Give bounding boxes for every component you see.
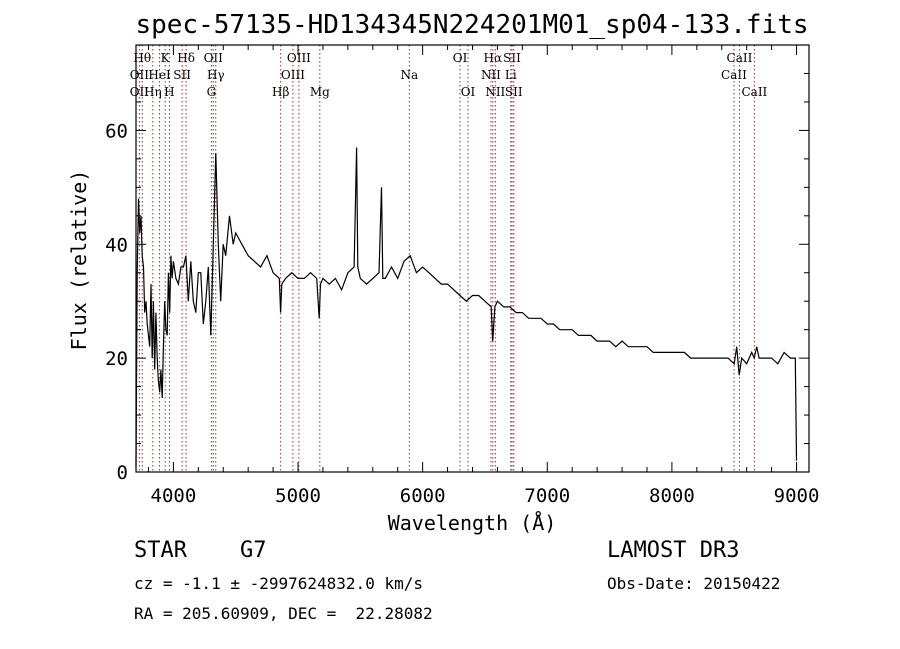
x-tick-label: 6000 [400, 485, 446, 507]
line-label: G [207, 85, 217, 99]
x-tick-label: 7000 [524, 485, 570, 507]
line-label: CaII [741, 85, 767, 99]
line-label: OIII [281, 68, 305, 82]
x-tick-label: 8000 [649, 485, 695, 507]
y-tick-label: 60 [105, 120, 128, 142]
line-label: Hγ [207, 68, 225, 82]
x-tick-label: 5000 [275, 485, 321, 507]
line-label: OI [453, 51, 468, 65]
line-label: Hθ [133, 51, 151, 65]
line-label: Hδ [177, 51, 195, 65]
line-label: SII [503, 51, 521, 65]
line-label: K [161, 51, 171, 65]
survey-name: LAMOST DR3 [607, 538, 740, 563]
line-label: NII [481, 68, 501, 82]
line-label: OII [204, 51, 224, 65]
y-tick-label: 20 [105, 348, 128, 370]
line-label: Hη [144, 85, 162, 99]
coordinates-readout: RA = 205.60909, DEC = 22.28082 [134, 604, 433, 623]
chart-title: spec-57135-HD134345N224201M01_sp04-133.f… [135, 10, 808, 40]
line-label: Na [400, 68, 418, 82]
line-label: HeI [148, 68, 171, 82]
line-label: H [164, 85, 174, 99]
line-label: OIII [287, 51, 311, 65]
velocity-readout: cz = -1.1 ± -2997624832.0 km/s [134, 574, 423, 593]
line-label: Li [505, 68, 517, 82]
y-tick-label: 0 [117, 462, 128, 484]
plot-frame [135, 44, 810, 473]
spectrum-line [135, 147, 798, 467]
x-tick-label: 9000 [774, 485, 820, 507]
line-label: SII [173, 68, 191, 82]
line-label: Hα [484, 51, 503, 65]
line-label: CaII [727, 51, 753, 65]
y-axis-label: Flux (relative) [67, 170, 91, 351]
line-label: OII [130, 68, 150, 82]
axis-ticks: 4000 5000 6000 7000 8000 9000 0 20 40 60 [105, 45, 819, 507]
x-axis-label: Wavelength (Å) [388, 511, 557, 535]
y-tick-label: 40 [105, 234, 128, 256]
x-tick-label: 4000 [151, 485, 197, 507]
line-label: OII [130, 85, 150, 99]
object-class: STAR G7 [134, 538, 267, 563]
line-label: OI [461, 85, 476, 99]
observation-date: Obs-Date: 20150422 [607, 574, 781, 593]
line-label: Mg [310, 85, 330, 99]
line-label: Hβ [272, 85, 289, 99]
line-label: SII [505, 85, 523, 99]
line-label: CaII [721, 68, 747, 82]
line-label: NII [485, 85, 505, 99]
